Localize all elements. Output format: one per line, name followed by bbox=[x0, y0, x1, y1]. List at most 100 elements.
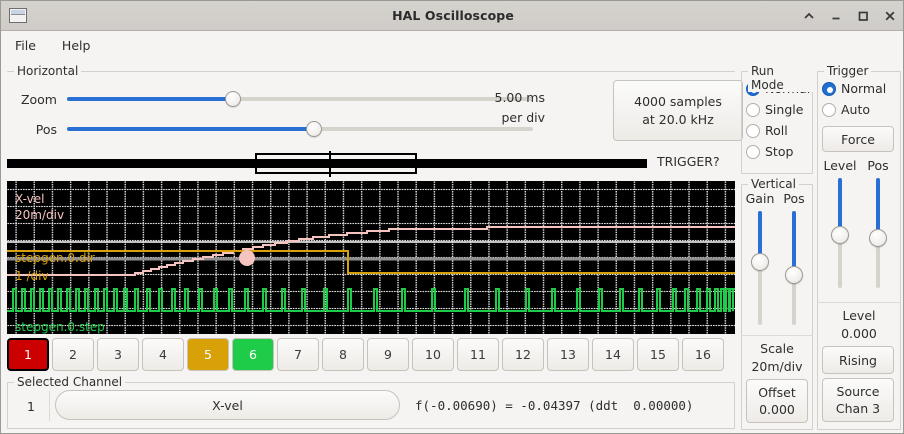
run-mode-option-roll[interactable]: Roll bbox=[746, 120, 813, 141]
scope-trigger-marker[interactable] bbox=[239, 250, 255, 266]
horizontal-pos-slider-fill bbox=[67, 127, 314, 131]
vertical-gain-slider[interactable] bbox=[751, 211, 769, 325]
run-mode-option-stop[interactable]: Stop bbox=[746, 141, 813, 162]
channel-button-label: 2 bbox=[69, 347, 77, 362]
vertical-gain-slider-knob[interactable] bbox=[751, 253, 769, 272]
trigger-divider bbox=[817, 302, 901, 303]
menu-item-file[interactable]: File bbox=[15, 38, 36, 53]
trigger-level-slider[interactable] bbox=[831, 178, 849, 288]
channel-button-14[interactable]: 14 bbox=[592, 338, 634, 371]
channel-button-12[interactable]: 12 bbox=[502, 338, 544, 371]
shade-icon[interactable] bbox=[802, 9, 816, 23]
position-bar-track bbox=[7, 159, 647, 168]
horizontal-pos-slider[interactable] bbox=[67, 120, 533, 138]
trigger-level-caption: Level bbox=[842, 308, 876, 323]
channel-button-label: 5 bbox=[204, 347, 212, 362]
vertical-divider bbox=[741, 335, 813, 336]
channel-button-bar: 1 2 3 4 5 6 7 8 9 10 11 12 13 14 15 16 bbox=[7, 338, 735, 373]
horizontal-group-title: Horizontal bbox=[14, 64, 82, 78]
channel-button-label: 9 bbox=[384, 347, 392, 362]
channel-button-6[interactable]: 6 bbox=[232, 338, 274, 371]
vertical-group: Vertical Gain Pos Scale 20m/div Offset 0… bbox=[741, 177, 813, 430]
channel-button-16[interactable]: 16 bbox=[682, 338, 724, 371]
run-mode-group: Run Mode Normal Single Roll Stop bbox=[741, 64, 813, 174]
channel-button-2[interactable]: 2 bbox=[52, 338, 94, 371]
selected-channel-number: 1 bbox=[27, 399, 35, 414]
time-per-div: 5.00 ms per div bbox=[455, 88, 546, 128]
horizontal-group-border bbox=[7, 71, 735, 146]
trigger-source-caption: Source bbox=[836, 384, 880, 399]
trigger-option-normal-label: Normal bbox=[841, 81, 887, 96]
zoom-slider[interactable] bbox=[67, 90, 533, 108]
channel-button-11[interactable]: 11 bbox=[457, 338, 499, 371]
radio-icon[interactable] bbox=[746, 123, 760, 138]
trigger-pos-slider-knob[interactable] bbox=[869, 228, 887, 247]
trigger-pos-slider[interactable] bbox=[869, 178, 887, 288]
vertical-gain-slider-fill bbox=[758, 211, 762, 263]
radio-icon[interactable] bbox=[746, 144, 760, 159]
channel-button-15[interactable]: 15 bbox=[637, 338, 679, 371]
minimize-icon[interactable] bbox=[829, 9, 843, 23]
close-icon[interactable] bbox=[883, 9, 897, 23]
zoom-slider-knob[interactable] bbox=[224, 91, 241, 107]
scope-traces bbox=[7, 226, 735, 312]
position-bar-window[interactable] bbox=[255, 153, 417, 174]
radio-icon[interactable] bbox=[746, 102, 760, 117]
force-trigger-button[interactable]: Force bbox=[822, 126, 894, 152]
maximize-icon[interactable] bbox=[856, 9, 870, 23]
selected-channel-signal-button[interactable]: X-vel bbox=[55, 390, 400, 420]
horizontal-pos-slider-knob[interactable] bbox=[305, 121, 322, 137]
trigger-group: Trigger Normal Auto Force Level Pos bbox=[817, 64, 901, 430]
vertical-offset-value: 0.000 bbox=[759, 402, 795, 417]
selected-channel-group: Selected Channel 1 X-vel f(-0.00690) = -… bbox=[7, 375, 735, 429]
channel-button-9[interactable]: 9 bbox=[367, 338, 409, 371]
trigger-edge-label: Rising bbox=[838, 352, 877, 368]
channel-button-13[interactable]: 13 bbox=[547, 338, 589, 371]
vertical-pos-slider[interactable] bbox=[785, 211, 803, 325]
menu-item-help[interactable]: Help bbox=[61, 38, 91, 53]
channel-button-label: 15 bbox=[650, 347, 666, 362]
selected-channel-divider bbox=[49, 391, 50, 421]
scope-trace-stepgen-step bbox=[7, 288, 735, 312]
window-title: HAL Oscilloscope bbox=[392, 8, 514, 23]
channel-button-10[interactable]: 10 bbox=[412, 338, 454, 371]
scope-display[interactable]: X-vel 20m/div stepgen.0.dir 1 /div stepg… bbox=[7, 181, 735, 334]
radio-icon[interactable] bbox=[822, 102, 836, 117]
trigger-option-auto[interactable]: Auto bbox=[822, 99, 901, 120]
trigger-option-auto-label: Auto bbox=[841, 102, 871, 117]
scope-trace-stepgen-dir bbox=[7, 250, 735, 274]
trigger-level-slider-knob[interactable] bbox=[831, 225, 849, 244]
trigger-pos-slider-caption: Pos bbox=[867, 158, 889, 173]
vertical-scale-value: 20m/div bbox=[751, 359, 803, 374]
run-mode-option-single-label: Single bbox=[765, 102, 804, 117]
trigger-source-button[interactable]: Source Chan 3 bbox=[822, 378, 894, 422]
trigger-pos-slider-fill bbox=[876, 178, 880, 238]
selected-channel-signal-label: X-vel bbox=[212, 397, 243, 413]
time-per-div-value: 5.00 ms bbox=[494, 90, 546, 105]
sample-rate-text: at 20.0 kHz bbox=[642, 111, 714, 127]
zoom-slider-trough bbox=[67, 97, 533, 101]
channel-button-5[interactable]: 5 bbox=[187, 338, 229, 371]
horizontal-group: Horizontal Zoom Pos 5.00 ms per div bbox=[7, 64, 743, 146]
vertical-pos-slider-knob[interactable] bbox=[785, 265, 803, 284]
zoom-row: Zoom bbox=[7, 90, 537, 108]
sample-rate-button[interactable]: 4000 samples at 20.0 kHz bbox=[613, 80, 743, 141]
trigger-edge-button[interactable]: Rising bbox=[822, 346, 894, 374]
channel-button-label: 12 bbox=[515, 347, 531, 362]
zoom-label: Zoom bbox=[20, 91, 57, 107]
channel-button-4[interactable]: 4 bbox=[142, 338, 184, 371]
channel-button-3[interactable]: 3 bbox=[97, 338, 139, 371]
vertical-offset-button[interactable]: Offset 0.000 bbox=[746, 379, 808, 423]
horizontal-position-bar[interactable] bbox=[7, 151, 653, 177]
trigger-option-normal[interactable]: Normal bbox=[822, 78, 901, 99]
trigger-group-border bbox=[817, 71, 901, 430]
channel-button-1[interactable]: 1 bbox=[7, 338, 49, 371]
radio-icon[interactable] bbox=[822, 81, 836, 96]
channel-button-label: 1 bbox=[24, 347, 32, 362]
run-mode-option-single[interactable]: Single bbox=[746, 99, 813, 120]
channel-button-8[interactable]: 8 bbox=[322, 338, 364, 371]
channel-button-7[interactable]: 7 bbox=[277, 338, 319, 371]
vertical-pos-caption: Pos bbox=[783, 191, 805, 206]
channel-button-label: 14 bbox=[605, 347, 621, 362]
selected-channel-group-border bbox=[7, 382, 735, 429]
